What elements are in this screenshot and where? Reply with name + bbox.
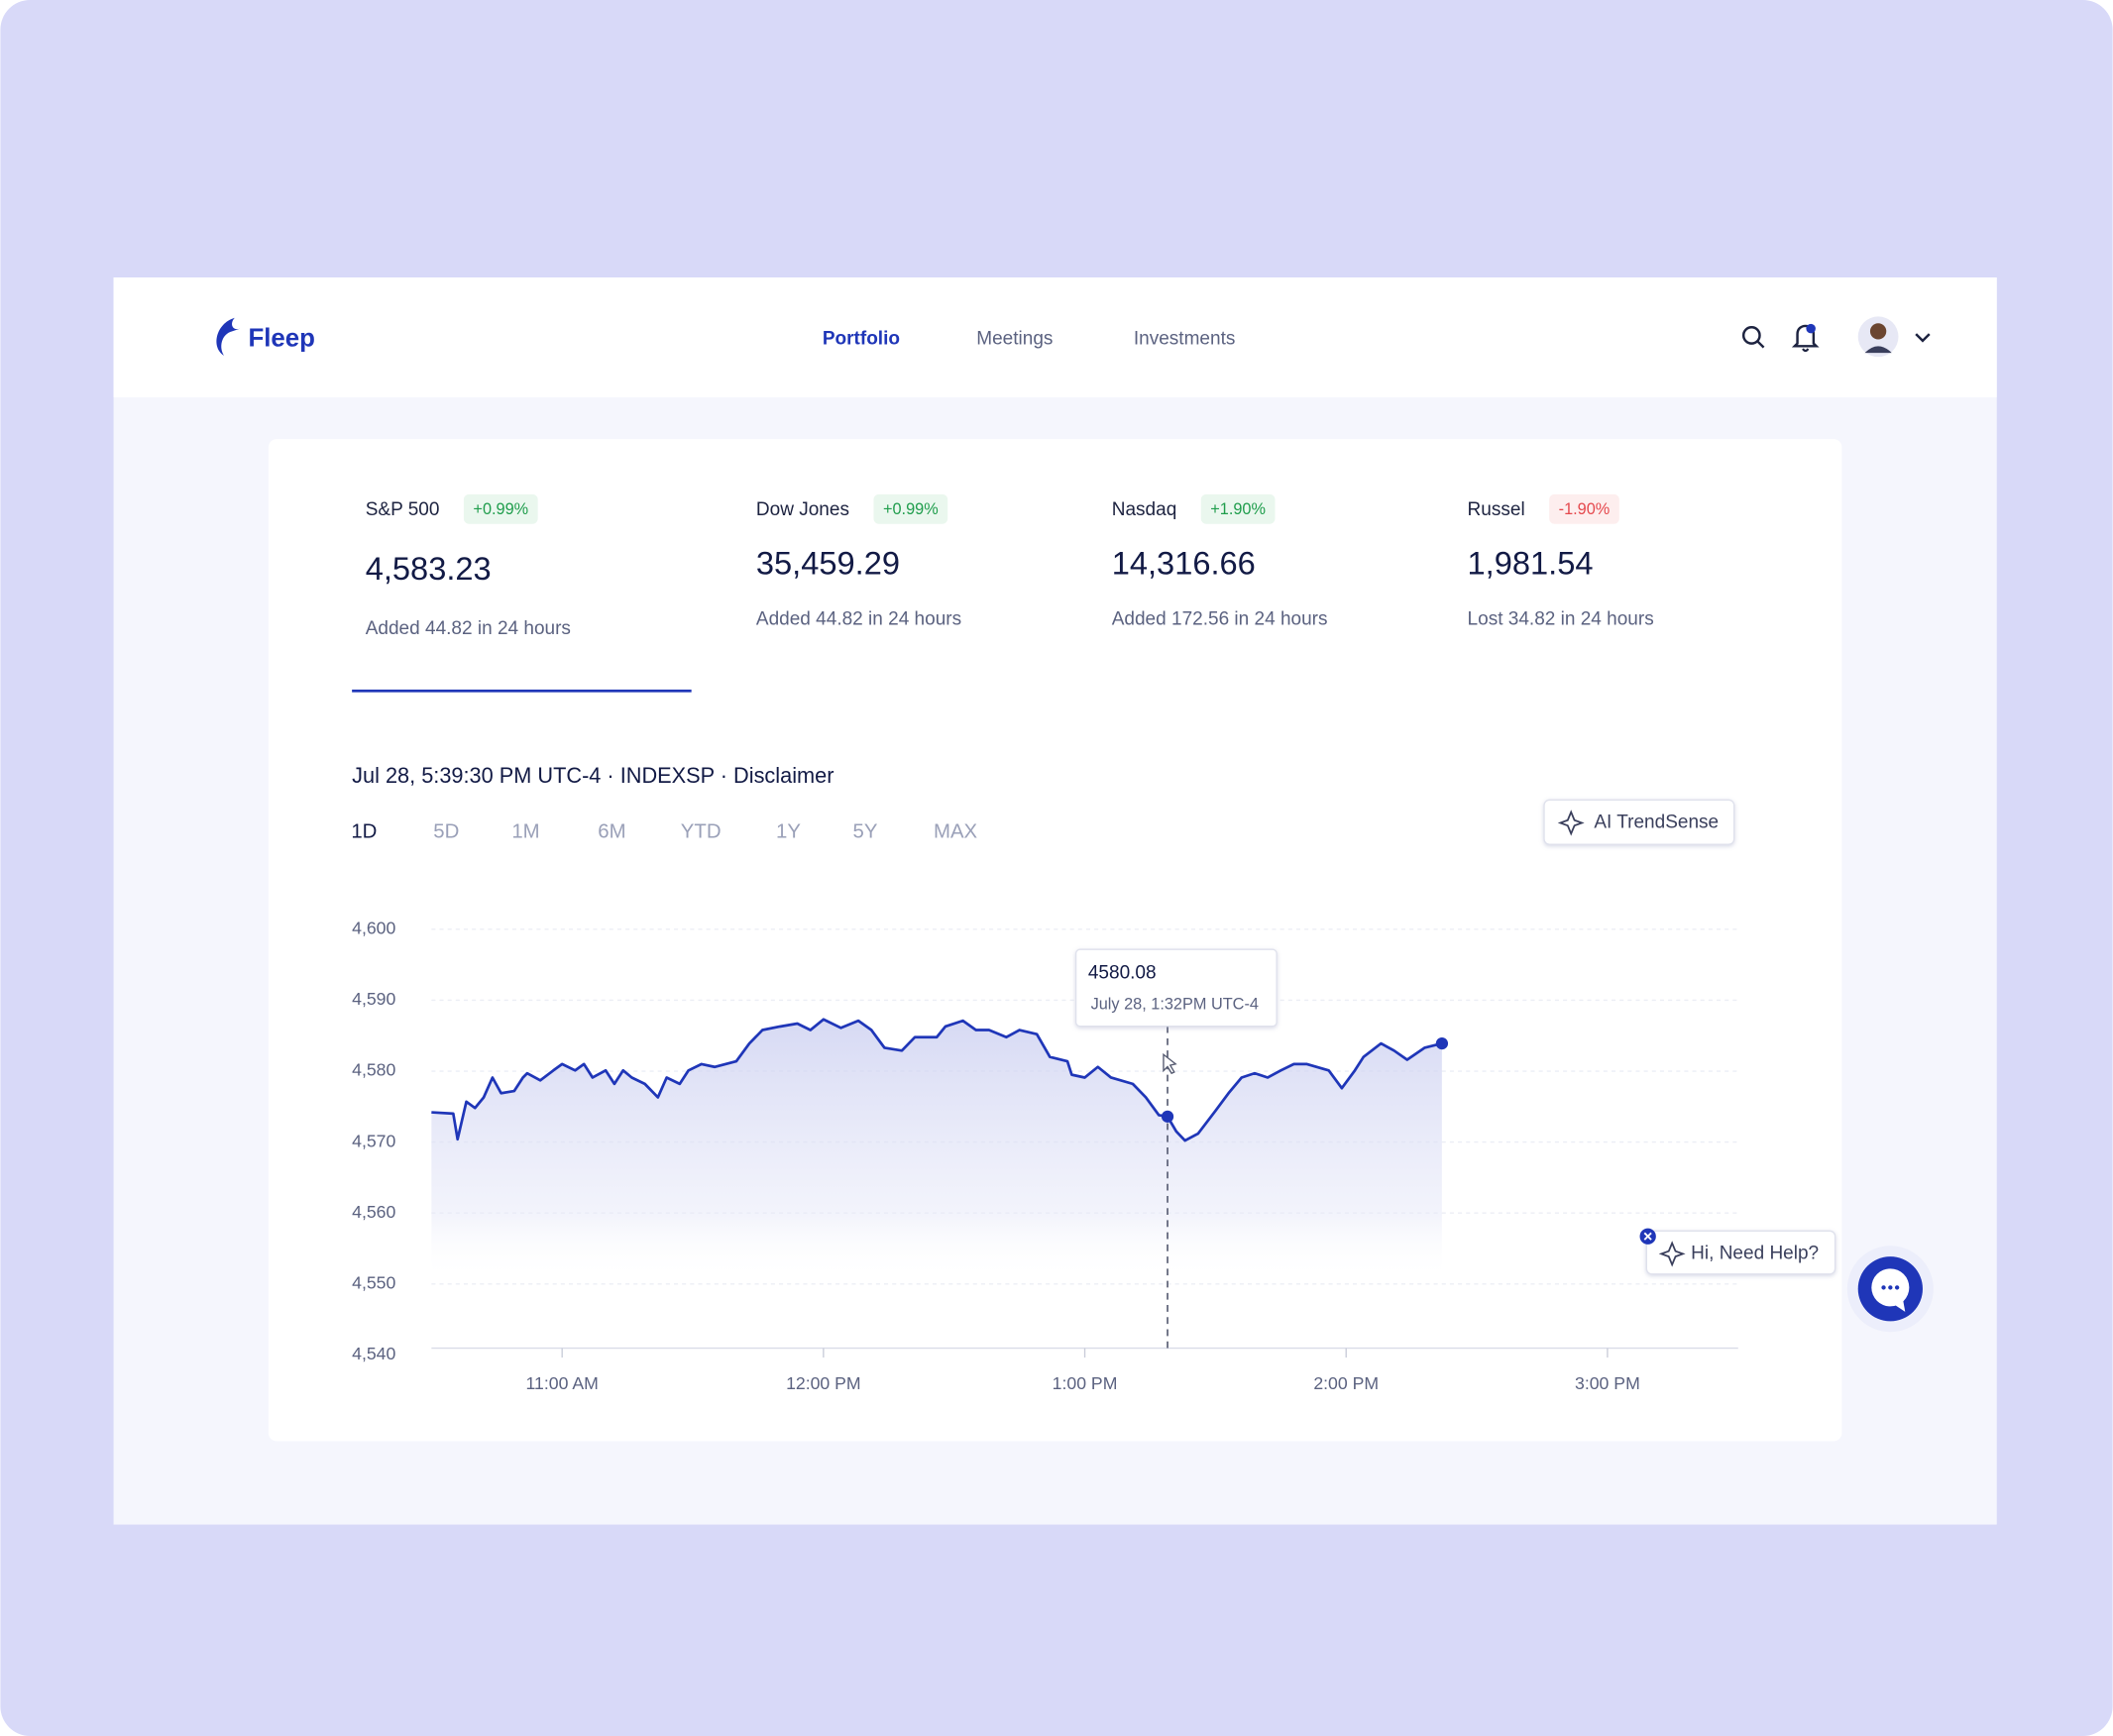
index-value: 14,316.66 [1112, 544, 1256, 581]
chat-icon-tail [1893, 1296, 1906, 1312]
tooltip-box [1074, 948, 1278, 1028]
index-name[interactable]: S&P 500 [366, 499, 440, 520]
index-value: 4,583.23 [366, 550, 492, 587]
y-tick-label: 4,580 [352, 1060, 395, 1080]
last-point [1435, 1036, 1449, 1050]
help-bubble[interactable] [1645, 1230, 1836, 1275]
close-icon [1643, 1232, 1652, 1241]
change-badge [463, 493, 538, 524]
range-tab[interactable]: 1D [351, 820, 377, 842]
index-name[interactable]: Dow Jones [756, 499, 849, 520]
notification-icon[interactable] [1791, 323, 1820, 353]
y-tick-label: 4,550 [352, 1272, 395, 1292]
index-name[interactable]: Russel [1468, 499, 1525, 520]
range-tab[interactable]: 1M [511, 820, 539, 842]
range-tab[interactable]: 1Y [776, 820, 801, 842]
tooltip-label: July 28, 1:32PM UTC-4 [1091, 995, 1259, 1013]
change-text: +1.90% [1210, 500, 1266, 518]
x-tick-label: 1:00 PM [1053, 1373, 1118, 1393]
header [113, 276, 1997, 397]
price-line [431, 1018, 1443, 1142]
index-value: 1,981.54 [1468, 544, 1594, 581]
y-tick-label: 4,600 [352, 919, 395, 938]
range-tab[interactable]: 6M [598, 820, 625, 842]
index-note: Added 44.82 in 24 hours [756, 608, 961, 629]
change-badge [1200, 493, 1276, 524]
hover-point [1161, 1110, 1174, 1123]
range-tab[interactable]: 5Y [853, 820, 878, 842]
change-text: -1.90% [1559, 500, 1611, 518]
y-tick-label: 4,560 [352, 1202, 395, 1222]
change-badge [873, 493, 948, 524]
index-value: 35,459.29 [756, 544, 900, 581]
change-text: +0.99% [883, 500, 939, 518]
content-card [268, 439, 1842, 1442]
nav-link[interactable]: Meetings [976, 329, 1053, 350]
index-name[interactable]: Nasdaq [1112, 499, 1177, 520]
x-tick-label: 2:00 PM [1313, 1373, 1379, 1393]
help-text[interactable]: Hi, Need Help? [1691, 1243, 1819, 1263]
y-tick-label: 4,540 [352, 1344, 395, 1363]
index-note: Added 172.56 in 24 hours [1112, 608, 1328, 629]
sparkle-icon [1557, 810, 1585, 836]
brand-name: Fleep [248, 324, 314, 352]
chat-dots [1881, 1285, 1900, 1290]
chart-subtitle: Jul 28, 5:39:30 PM UTC-4 · INDEXSP · Dis… [352, 763, 834, 788]
index-note: Added 44.82 in 24 hours [366, 618, 571, 639]
selected-underline [352, 689, 692, 693]
change-text: +0.99% [473, 500, 528, 518]
logo-icon [216, 317, 241, 356]
change-badge [1549, 493, 1619, 524]
index-note: Lost 34.82 in 24 hours [1468, 608, 1654, 629]
y-tick-label: 4,570 [352, 1131, 395, 1150]
range-tab[interactable]: 5D [433, 820, 459, 842]
area-fill [431, 1019, 1442, 1280]
x-tick-label: 11:00 AM [526, 1373, 599, 1393]
sparkle-icon [1658, 1241, 1686, 1267]
range-tab[interactable]: YTD [681, 820, 722, 842]
x-tick-label: 3:00 PM [1575, 1373, 1640, 1393]
nav-link[interactable]: Investments [1134, 329, 1236, 350]
dropdown-chevron[interactable] [1915, 333, 1931, 343]
x-tick-label: 12:00 PM [786, 1373, 861, 1393]
tooltip-value: 4580.08 [1088, 963, 1157, 984]
search-icon[interactable] [1741, 326, 1765, 349]
nav-link[interactable]: Portfolio [823, 329, 900, 350]
range-tab[interactable]: MAX [934, 820, 978, 842]
ai-button-label[interactable]: AI TrendSense [1594, 812, 1719, 832]
cursor [1163, 1052, 1177, 1075]
avatar[interactable] [1857, 316, 1899, 358]
ai-trendsense-button[interactable] [1543, 799, 1735, 845]
y-tick-label: 4,590 [352, 989, 395, 1009]
